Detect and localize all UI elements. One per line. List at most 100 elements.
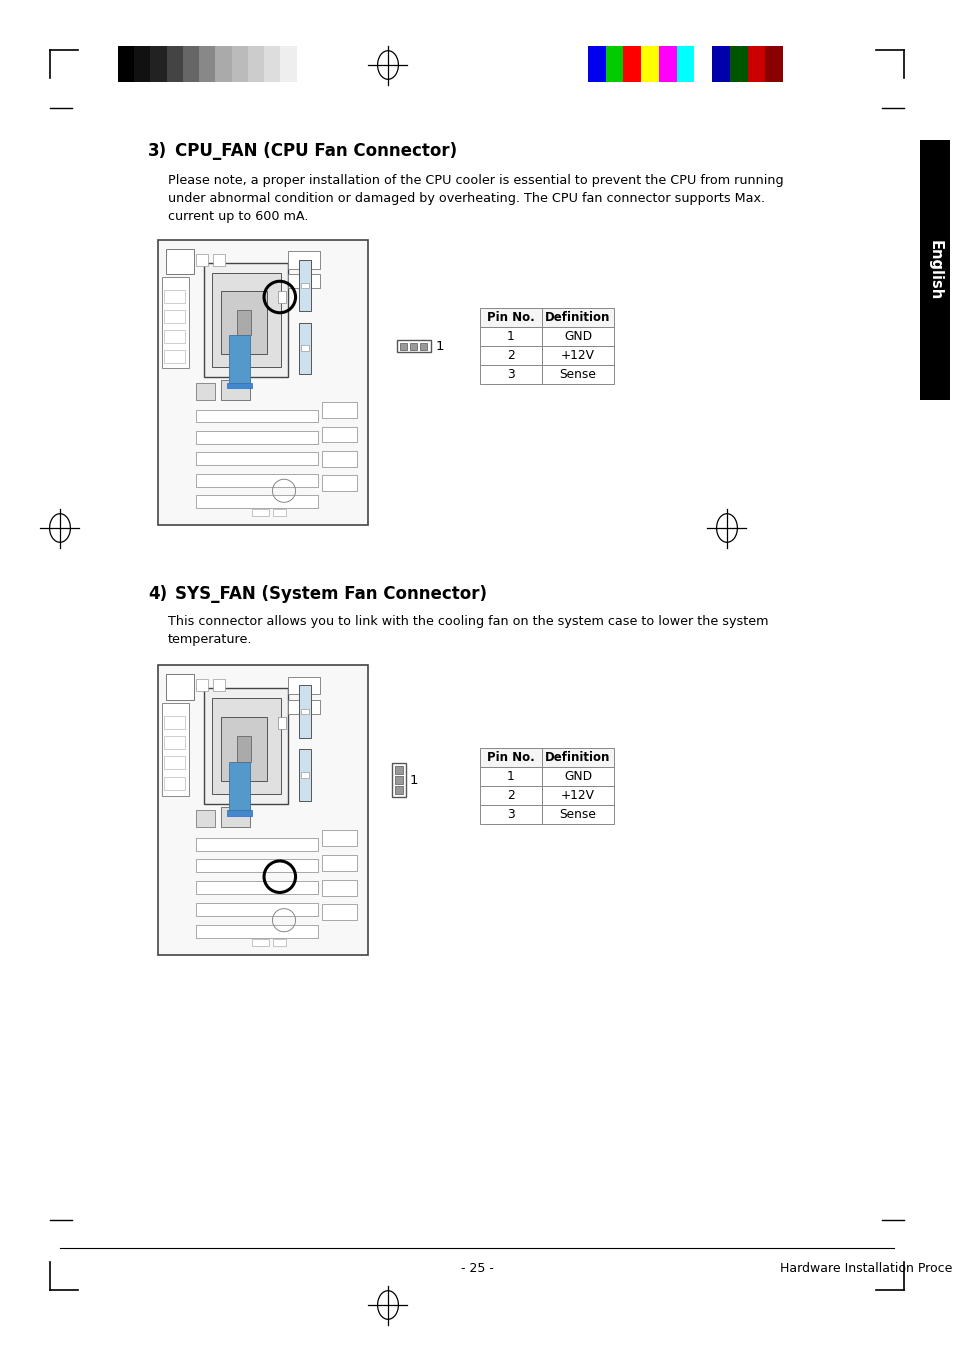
Text: Pin No.: Pin No. [487,751,535,765]
Text: This connector allows you to link with the cooling fan on the system case to low: This connector allows you to link with t… [168,615,768,629]
Bar [396,341,431,353]
Bar [419,342,427,350]
Text: +12V: +12V [560,789,595,802]
Bar [232,46,248,82]
Bar [166,674,193,700]
Bar [195,382,214,400]
Bar [659,46,676,82]
Bar [479,327,541,346]
Bar [298,750,311,801]
Bar [229,335,250,382]
Bar [253,940,269,946]
Bar [479,786,541,805]
Bar [764,46,782,82]
Bar [195,810,214,828]
Bar [395,786,402,794]
Bar [236,310,252,335]
Text: 3: 3 [507,808,515,821]
Text: 1: 1 [410,774,418,786]
Bar [541,786,614,805]
Bar [392,763,406,797]
Bar [212,273,280,367]
Bar [321,879,357,895]
Text: Definition: Definition [545,311,610,324]
Bar [288,700,319,715]
Bar [221,291,267,354]
Bar [298,260,311,311]
Bar [213,680,225,690]
Bar [253,509,269,517]
Bar [479,767,541,786]
Bar [623,46,640,82]
Bar [195,837,317,851]
Bar [164,310,185,323]
Bar [288,275,319,288]
Text: 2: 2 [507,789,515,802]
Bar [321,451,357,467]
Text: Pin No.: Pin No. [487,311,535,324]
Bar [277,717,286,728]
Text: 3: 3 [507,367,515,381]
Bar [288,677,319,695]
Bar [195,409,317,423]
Bar [158,240,368,525]
Bar [212,699,280,794]
Bar [288,252,319,268]
Bar [164,289,185,303]
Bar [204,262,288,377]
Text: 1: 1 [507,330,515,343]
Text: GND: GND [563,770,592,783]
Bar [183,46,199,82]
Bar [166,249,193,275]
Bar [300,773,309,778]
Bar [541,365,614,384]
Bar [195,431,317,444]
Bar [227,810,253,816]
Bar [195,680,208,690]
Text: - 25 -: - 25 - [460,1263,493,1275]
Bar [321,905,357,921]
Bar [410,342,416,350]
Bar [479,805,541,824]
Text: temperature.: temperature. [168,633,253,646]
Bar [195,882,317,894]
Bar [298,685,311,738]
Bar [274,940,286,946]
Bar [321,427,357,443]
Bar [274,509,286,517]
Bar [195,495,317,507]
Bar [541,346,614,365]
Text: 1: 1 [507,770,515,783]
Text: English: English [926,240,942,300]
Bar [195,452,317,466]
Bar [541,748,614,767]
Bar [296,46,313,82]
Bar [162,277,190,369]
Bar [711,46,729,82]
Bar [300,708,309,715]
Bar [479,346,541,365]
Bar [395,766,402,774]
Bar [298,323,311,374]
Bar [195,859,317,872]
Bar [215,46,232,82]
Bar [541,308,614,327]
Text: Hardware Installation Process: Hardware Installation Process [780,1263,953,1275]
Bar [640,46,659,82]
Bar [248,46,264,82]
Text: GND: GND [563,330,592,343]
Bar [541,805,614,824]
Bar [195,254,208,265]
Bar [605,46,623,82]
Text: 3): 3) [148,141,167,160]
Text: Sense: Sense [559,808,596,821]
Text: SYS_FAN (System Fan Connector): SYS_FAN (System Fan Connector) [174,586,486,603]
Bar [479,308,541,327]
Text: current up to 600 mA.: current up to 600 mA. [168,210,308,223]
Bar [229,762,250,810]
Bar [399,342,407,350]
Bar [164,716,185,728]
Bar [227,382,253,388]
Bar [118,46,134,82]
Text: Please note, a proper installation of the CPU cooler is essential to prevent the: Please note, a proper installation of th… [168,174,782,187]
